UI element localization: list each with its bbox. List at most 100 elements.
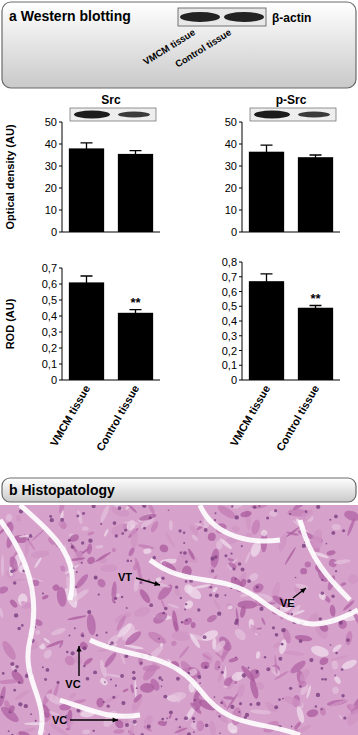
tissue-nucleus	[264, 656, 266, 658]
figure: a Western blottingβ-actinVMCM tissueCont…	[0, 0, 358, 735]
tissue-nucleus	[142, 505, 146, 508]
panel-b-header: b Histopatology	[9, 482, 115, 498]
tissue-nucleus	[126, 607, 128, 609]
tissue-texture	[213, 598, 222, 610]
tissue-nucleus	[75, 571, 77, 573]
y-tick	[59, 284, 62, 285]
tissue-nucleus	[205, 724, 209, 728]
panel-b-box	[2, 478, 356, 502]
tissue-texture	[216, 505, 237, 521]
tissue-nucleus	[17, 627, 21, 631]
y-tick-label: 0,6	[42, 278, 57, 290]
tissue-texture	[207, 532, 216, 541]
tissue-texture	[319, 707, 326, 716]
y-tick-label: 0,7	[222, 271, 237, 283]
tissue-nucleus	[214, 519, 216, 521]
tissue-space	[150, 560, 358, 624]
tissue-nucleus	[82, 512, 85, 515]
y-tick	[59, 144, 62, 145]
error-bar	[130, 310, 142, 316]
y-tick-label: 0	[231, 374, 237, 386]
tissue-texture	[338, 714, 342, 719]
tissue-nucleus	[71, 651, 75, 655]
histology-image	[0, 505, 358, 735]
tissue-texture	[95, 545, 104, 549]
tissue-nucleus	[256, 670, 259, 673]
tissue-texture	[1, 554, 4, 576]
tissue-nucleus	[132, 720, 136, 724]
tissue-nucleus	[147, 725, 151, 729]
tissue-texture	[232, 505, 246, 510]
y-tick	[239, 262, 242, 263]
arrow-head	[300, 588, 306, 593]
tissue-nucleus	[115, 685, 117, 687]
tissue-nucleus	[124, 529, 127, 532]
tissue-nucleus	[193, 721, 195, 723]
tissue-texture	[196, 721, 204, 732]
y-tick	[239, 291, 242, 292]
blot-label: β-actin	[272, 11, 311, 25]
tissue-nucleus	[278, 698, 281, 701]
tissue-nucleus	[194, 699, 196, 701]
tissue-space	[300, 520, 350, 600]
tissue-texture	[130, 528, 138, 548]
tissue-texture	[51, 583, 60, 592]
error-bar	[81, 276, 93, 289]
tissue-texture	[9, 598, 19, 608]
tissue-nucleus	[210, 557, 214, 561]
tissue-texture	[294, 634, 312, 642]
tissue-nucleus	[241, 545, 243, 547]
y-tick-label: 0,2	[42, 342, 57, 354]
tissue-nucleus	[305, 510, 308, 513]
tissue-texture	[237, 600, 257, 608]
tissue-texture	[86, 613, 97, 635]
tissue-nucleus	[44, 678, 47, 681]
tissue-nucleus	[282, 643, 284, 645]
tissue-texture	[167, 603, 180, 610]
tissue-nucleus	[235, 515, 239, 519]
y-tick	[59, 210, 62, 211]
tissue-texture	[151, 609, 169, 626]
bar	[249, 152, 284, 232]
tissue-texture	[168, 714, 172, 719]
tissue-texture	[331, 523, 341, 530]
tissue-texture	[132, 719, 138, 726]
tissue-nucleus	[100, 523, 102, 525]
tissue-nucleus	[68, 539, 71, 542]
tissue-texture	[59, 565, 66, 572]
y-tick	[239, 365, 242, 366]
tissue-texture	[167, 690, 187, 703]
marks	[69, 276, 153, 380]
tissue-nucleus	[247, 667, 249, 669]
tissue-nucleus	[183, 551, 187, 555]
tissue-nucleus	[183, 542, 185, 544]
tissue-nucleus	[197, 675, 201, 679]
tissue-nucleus	[331, 595, 334, 598]
tissue-nucleus	[280, 643, 283, 646]
tissue-nucleus	[69, 635, 71, 637]
y-tick-label: 0,1	[42, 358, 57, 370]
tissue-texture	[82, 526, 89, 531]
y-tick-label: 0,6	[222, 286, 237, 298]
tissue-nucleus	[143, 527, 146, 530]
tissue-texture	[194, 522, 207, 528]
tissue-nucleus	[14, 569, 16, 571]
tissue-texture	[349, 703, 355, 710]
tissue-texture	[209, 548, 220, 569]
tissue-nucleus	[210, 586, 213, 589]
tissue-nucleus	[259, 607, 263, 611]
tissue-nucleus	[315, 705, 317, 707]
tissue-texture	[184, 584, 203, 602]
tissue-texture	[103, 673, 124, 679]
tissue-nucleus	[10, 570, 14, 574]
tissue-nucleus	[339, 621, 343, 625]
bar	[118, 313, 153, 380]
chart-title: p-Src	[276, 93, 307, 107]
tissue-texture	[146, 629, 168, 646]
tissue-texture	[230, 670, 245, 683]
tissue-nucleus	[103, 701, 105, 703]
tissue-nucleus	[343, 716, 346, 719]
tissue-texture	[183, 599, 195, 611]
bar	[249, 281, 284, 380]
tissue-nucleus	[126, 559, 129, 562]
